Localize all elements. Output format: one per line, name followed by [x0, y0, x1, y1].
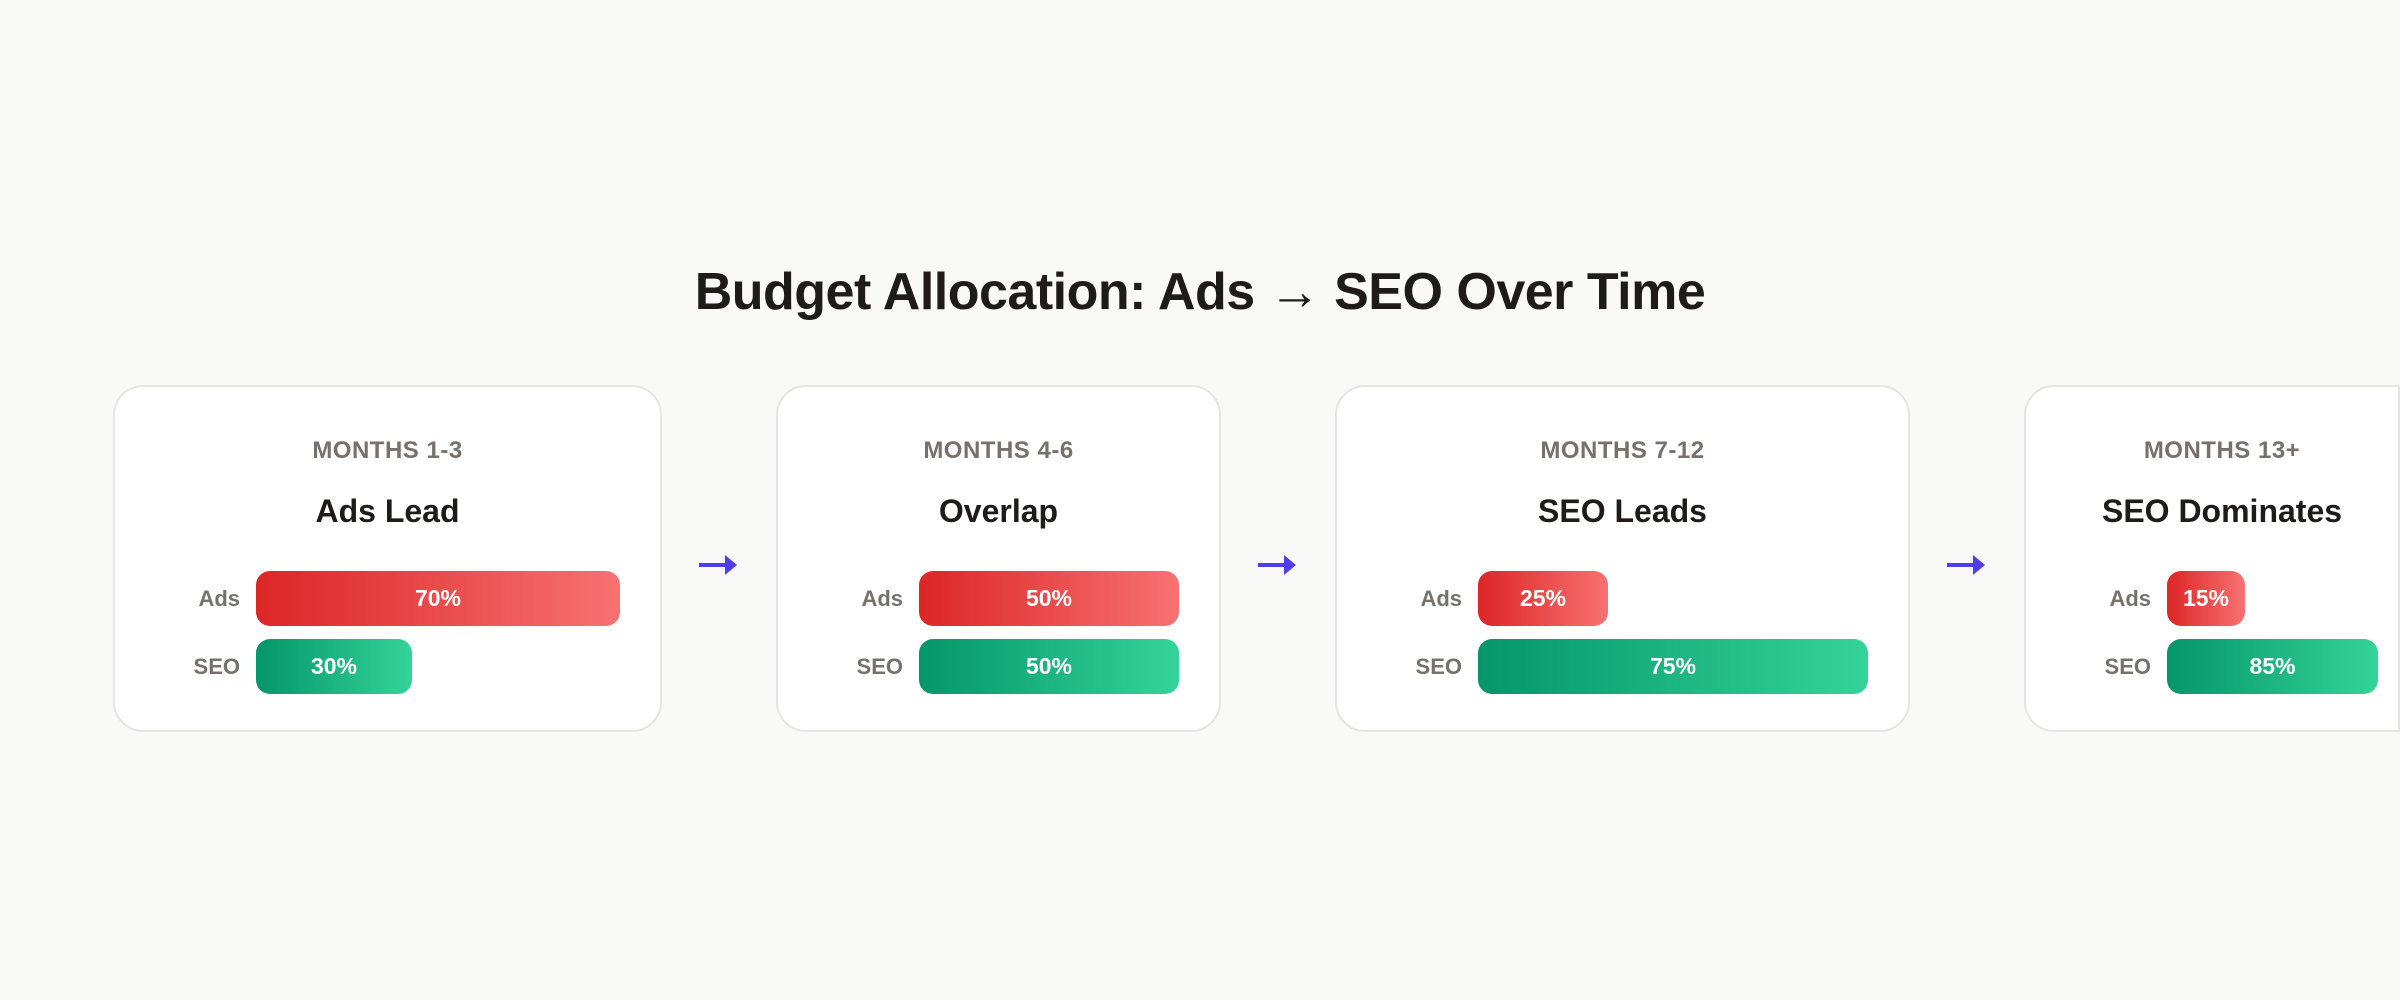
- stage-card: MONTHS 4-6 Overlap Ads 50% SEO 50%: [776, 385, 1221, 732]
- ads-bar: 25%: [1478, 571, 1608, 626]
- seo-label: SEO: [2104, 653, 2151, 679]
- stage-phase: Overlap: [938, 493, 1059, 529]
- seo-value: 30%: [310, 653, 358, 679]
- ads-bar: 70%: [256, 571, 620, 626]
- ads-label: Ads: [861, 585, 903, 611]
- seo-row: SEO 85%: [2066, 639, 2378, 694]
- ads-value: 50%: [1025, 585, 1073, 611]
- seo-label: SEO: [1415, 653, 1462, 679]
- seo-value: 50%: [1025, 653, 1073, 679]
- ads-label: Ads: [198, 585, 240, 611]
- stage-bars: Ads 70% SEO 30%: [155, 571, 620, 707]
- stage-bars: Ads 15% SEO 85%: [2066, 571, 2378, 707]
- stage-card: MONTHS 1-3 Ads Lead Ads 70% SEO 30%: [113, 385, 662, 732]
- ads-value: 25%: [1519, 585, 1567, 611]
- seo-value: 85%: [2249, 653, 2296, 679]
- stages-row: MONTHS 1-3 Ads Lead Ads 70% SEO 30% MONT…: [113, 385, 2400, 732]
- stage-card: MONTHS 7-12 SEO Leads Ads 25% SEO 75%: [1335, 385, 1910, 732]
- ads-row: Ads 15%: [2066, 571, 2378, 626]
- stage-phase: SEO Leads: [1538, 493, 1707, 529]
- seo-label: SEO: [856, 653, 903, 679]
- ads-bar: 15%: [2167, 571, 2245, 626]
- stage-bars: Ads 25% SEO 75%: [1377, 571, 1868, 707]
- stage-period: MONTHS 7-12: [1540, 437, 1705, 464]
- stage-card: MONTHS 13+ SEO Dominates Ads 15% SEO 85%: [2024, 385, 2400, 732]
- seo-value: 75%: [1649, 653, 1697, 679]
- stage-phase: Ads Lead: [315, 493, 460, 529]
- ads-row: Ads 70%: [155, 571, 620, 626]
- ads-label: Ads: [1420, 585, 1462, 611]
- stage-period: MONTHS 13+: [2143, 437, 2301, 464]
- ads-value: 15%: [2182, 585, 2230, 611]
- seo-row: SEO 50%: [818, 639, 1179, 694]
- arrow-right-icon: [662, 385, 776, 732]
- seo-bar: 50%: [919, 639, 1179, 694]
- seo-row: SEO 75%: [1377, 639, 1868, 694]
- ads-row: Ads 50%: [818, 571, 1179, 626]
- ads-value: 70%: [414, 585, 462, 611]
- ads-label: Ads: [2109, 585, 2151, 611]
- stage-period: MONTHS 4-6: [923, 437, 1074, 464]
- ads-bar: 50%: [919, 571, 1179, 626]
- stage-phase: SEO Dominates: [2101, 493, 2343, 529]
- seo-bar: 75%: [1478, 639, 1868, 694]
- stage-bars: Ads 50% SEO 50%: [818, 571, 1179, 707]
- stage-period: MONTHS 1-3: [312, 437, 463, 464]
- page-title: Budget Allocation: Ads → SEO Over Time: [694, 263, 1706, 321]
- seo-row: SEO 30%: [155, 639, 620, 694]
- arrow-right-icon: [1910, 385, 2024, 732]
- seo-bar: 85%: [2167, 639, 2378, 694]
- arrow-right-icon: [1221, 385, 1335, 732]
- seo-label: SEO: [193, 653, 240, 679]
- ads-row: Ads 25%: [1377, 571, 1868, 626]
- seo-bar: 30%: [256, 639, 412, 694]
